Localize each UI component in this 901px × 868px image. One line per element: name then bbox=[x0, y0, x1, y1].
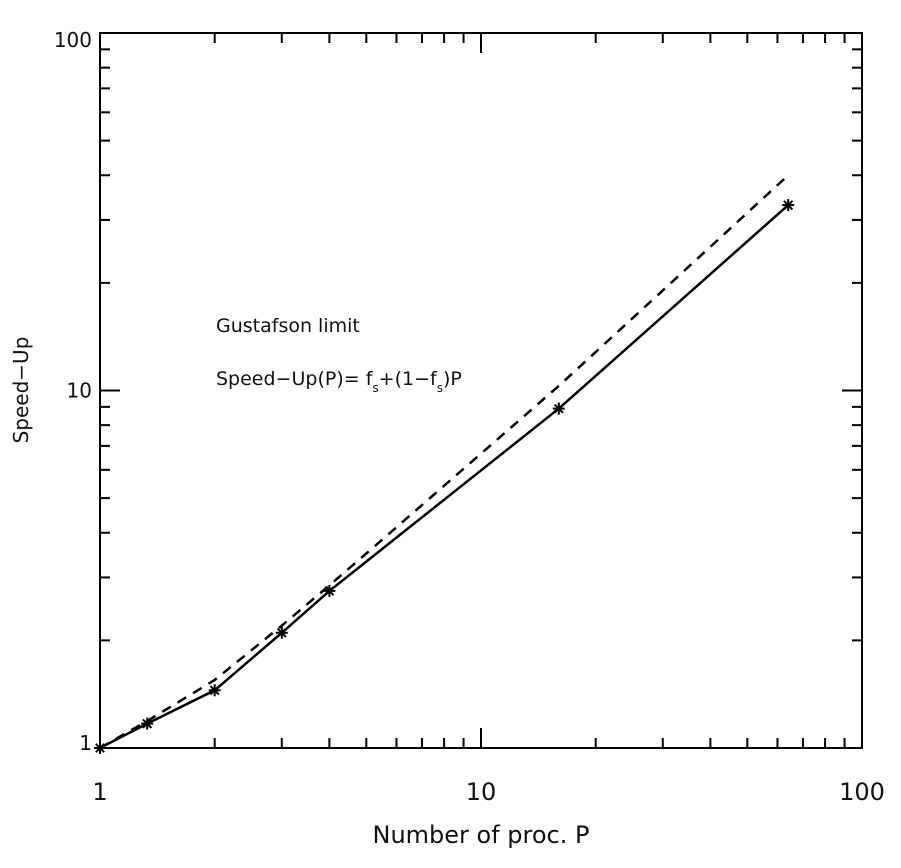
x-tick-label: 10 bbox=[466, 778, 497, 806]
x-axis-label: Number of proc. P bbox=[373, 821, 590, 849]
x-tick-label: 100 bbox=[839, 778, 885, 806]
marker-stroke bbox=[209, 685, 220, 696]
series-line-solid bbox=[99, 204, 790, 750]
series-layer bbox=[99, 174, 790, 750]
formula-part-3: )P bbox=[443, 368, 462, 390]
formula-subscript-1: s bbox=[372, 381, 378, 395]
marker-stroke bbox=[95, 743, 105, 753]
tick-labels: 1 10 100 1 10 100 bbox=[54, 28, 885, 806]
data-point-marker bbox=[94, 742, 106, 754]
marker-layer bbox=[94, 199, 795, 754]
series-line-dashed bbox=[99, 174, 790, 750]
data-point-marker bbox=[552, 402, 565, 415]
marker-stroke bbox=[276, 627, 287, 638]
y-tick-label: 10 bbox=[67, 379, 92, 403]
marker-stroke bbox=[553, 403, 564, 414]
marker-stroke bbox=[142, 718, 153, 729]
major-ticks bbox=[99, 32, 863, 749]
data-point-marker bbox=[275, 626, 288, 639]
marker-stroke bbox=[783, 200, 794, 211]
x-tick-label: 1 bbox=[92, 778, 107, 806]
y-tick-label: 100 bbox=[54, 28, 92, 52]
formula-part-1: Speed−Up(P)= f bbox=[216, 368, 374, 390]
formula-subscript-2: s bbox=[437, 381, 443, 395]
data-point-marker bbox=[208, 684, 221, 697]
annotation-gustafson-limit: Gustafson limit bbox=[216, 315, 360, 337]
data-point-marker bbox=[782, 199, 795, 212]
formula-part-2: +(1−f bbox=[379, 368, 438, 390]
plot-frame bbox=[99, 32, 863, 749]
data-point-marker bbox=[323, 584, 336, 597]
minor-ticks bbox=[100, 33, 862, 748]
y-tick-label: 1 bbox=[79, 731, 92, 755]
marker-stroke bbox=[324, 585, 335, 596]
y-axis-label: Speed−Up bbox=[9, 337, 33, 444]
annotation-speedup-formula: Speed−Up(P)= fs+(1−fs)P bbox=[216, 368, 462, 395]
data-point-marker bbox=[141, 717, 154, 730]
